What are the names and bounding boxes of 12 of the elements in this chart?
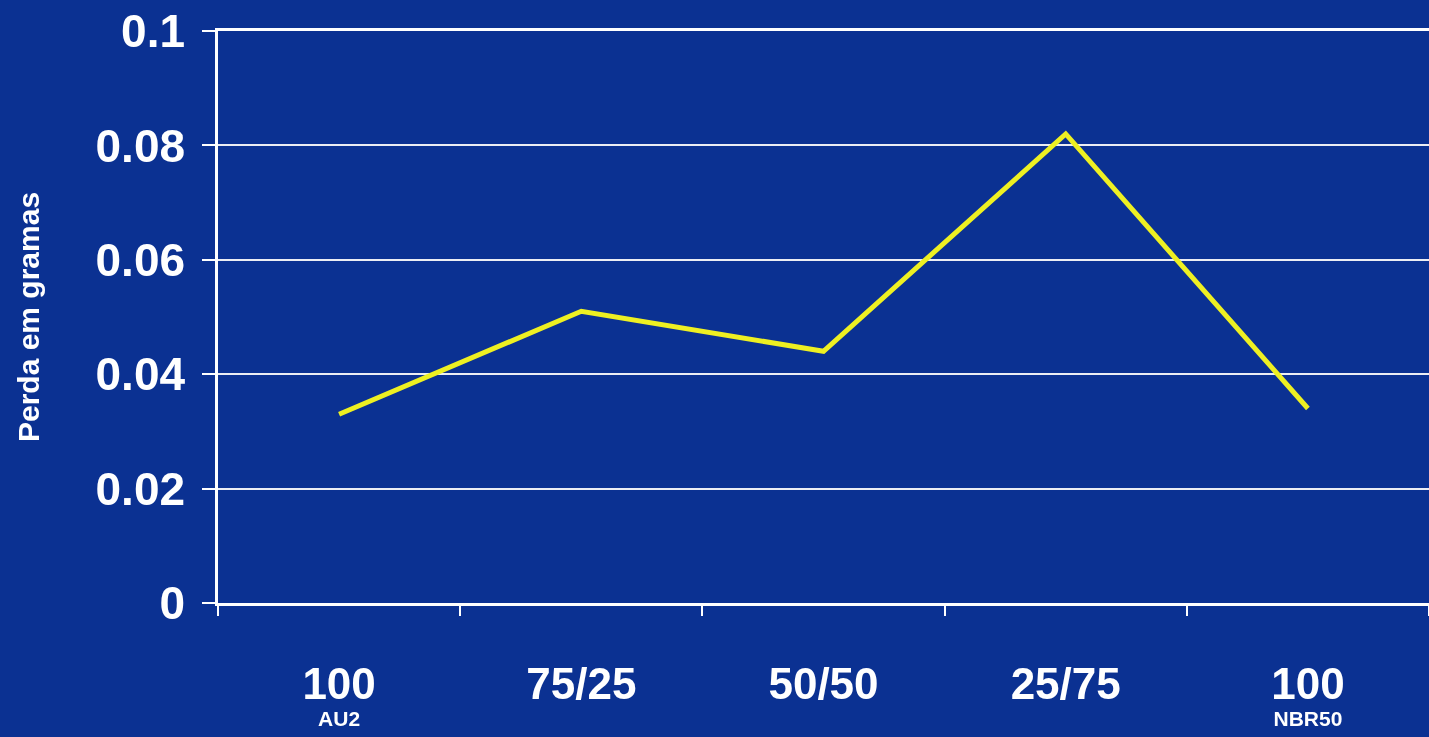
y-tick-label: 0.06: [95, 233, 186, 286]
x-tick-label: 100 AU2: [302, 658, 376, 731]
x-tick-label: 25/75: [1010, 658, 1121, 708]
x-tick-label: 75/25: [526, 658, 637, 708]
y-tick-label: 0.08: [95, 119, 186, 172]
y-axis-title: Perda em gramas: [11, 191, 45, 443]
y-tick-label: 0.02: [95, 462, 186, 515]
x-tick-label: 100 NBR50: [1271, 658, 1345, 731]
y-tick-label: 0: [159, 577, 186, 630]
y-tick-label: 0.1: [121, 5, 186, 58]
y-tick-label: 0.04: [95, 348, 186, 401]
x-tick-label: 50/50: [768, 658, 879, 708]
